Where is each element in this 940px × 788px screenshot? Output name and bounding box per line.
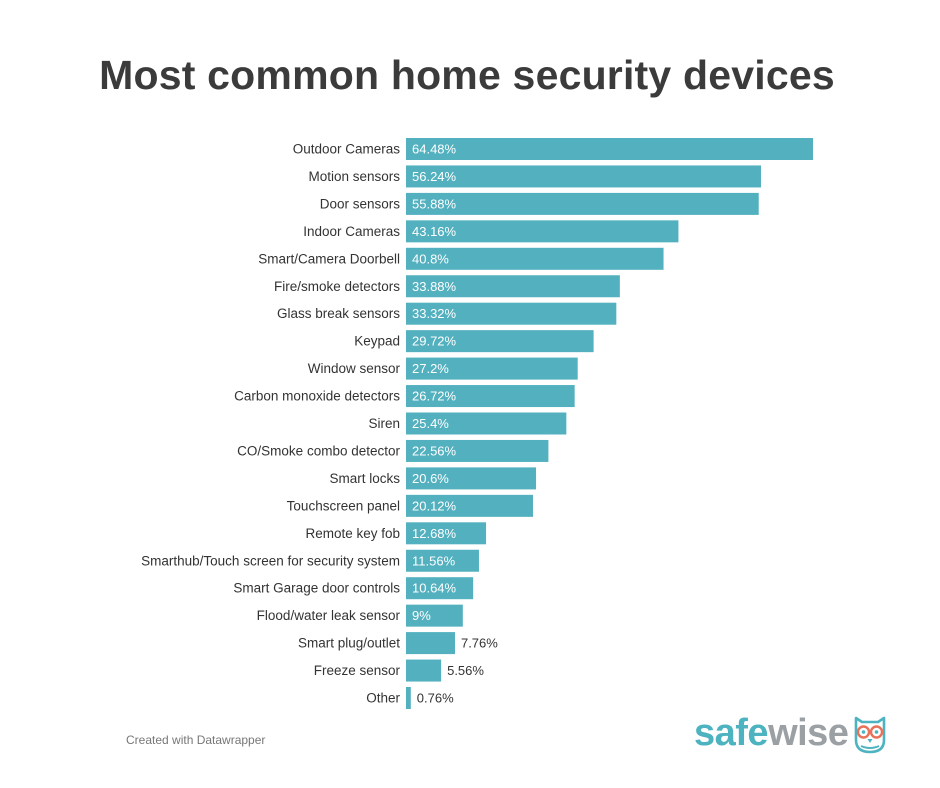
category-label: Carbon monoxide detectors	[234, 389, 400, 404]
category-label: Window sensor	[308, 361, 401, 376]
category-label: Flood/water leak sensor	[257, 608, 401, 623]
bar	[406, 687, 411, 709]
value-label: 29.72%	[412, 334, 457, 349]
bar	[406, 604, 463, 627]
bar	[406, 494, 533, 517]
value-label: 12.68%	[412, 526, 457, 541]
value-label: 64.48%	[412, 142, 457, 157]
bar	[406, 385, 575, 408]
bar	[406, 138, 813, 160]
value-label: 25.4%	[412, 416, 449, 431]
category-label: Door sensors	[320, 196, 401, 211]
logo-wise-text: wise	[768, 712, 849, 754]
category-label: Smarthub/Touch screen for security syste…	[141, 553, 400, 568]
category-label: Freeze sensor	[314, 663, 401, 678]
value-label: 27.2%	[412, 361, 449, 376]
category-label: Outdoor Cameras	[293, 142, 401, 157]
value-label: 7.76%	[461, 636, 498, 651]
logo-wordmark: safewise	[694, 708, 849, 758]
bar	[406, 439, 549, 462]
bar	[406, 247, 664, 270]
category-label: Siren	[368, 416, 400, 431]
category-label: Other	[366, 691, 400, 706]
bar	[406, 302, 617, 325]
value-label: 9%	[412, 608, 431, 623]
category-label: Smart locks	[329, 471, 400, 486]
bar	[406, 632, 455, 655]
bars-layer: Outdoor Cameras 64.48% Motion sensors 56.24…	[141, 138, 813, 709]
value-label: 11.56%	[412, 553, 456, 568]
category-label: Keypad	[354, 334, 400, 349]
safewise-logo: safewise	[694, 708, 888, 758]
value-label: 43.16%	[412, 224, 457, 239]
bar	[406, 522, 487, 545]
bar	[406, 192, 759, 215]
logo-safe-text: safe	[694, 712, 769, 754]
value-label: 33.88%	[412, 279, 457, 294]
category-label: Fire/smoke detectors	[274, 279, 400, 294]
chart-title: Most common home security devices	[99, 52, 835, 98]
bar	[406, 577, 474, 600]
bar	[406, 165, 761, 188]
value-label: 56.24%	[412, 169, 457, 184]
bar	[406, 330, 594, 353]
value-label: 22.56%	[412, 443, 457, 458]
bar	[406, 275, 620, 298]
bar	[406, 220, 679, 243]
owl-icon	[855, 716, 886, 754]
value-label: 10.64%	[412, 581, 457, 596]
bar	[406, 467, 537, 490]
value-label: 0.76%	[417, 691, 454, 706]
bar	[406, 357, 578, 380]
category-label: CO/Smoke combo detector	[237, 443, 400, 458]
value-label: 20.6%	[412, 471, 449, 486]
credit-text: Created with Datawrapper	[126, 733, 266, 747]
category-label: Smart plug/outlet	[298, 636, 400, 651]
category-label: Remote key fob	[305, 526, 400, 541]
category-label: Smart Garage door controls	[233, 581, 400, 596]
category-label: Motion sensors	[308, 169, 400, 184]
value-label: 55.88%	[412, 196, 457, 211]
value-label: 20.12%	[412, 498, 457, 513]
value-label: 26.72%	[412, 389, 457, 404]
bar	[406, 549, 479, 572]
value-label: 5.56%	[447, 663, 484, 678]
bar	[406, 412, 567, 435]
value-label: 33.32%	[412, 306, 457, 321]
value-label: 40.8%	[412, 251, 449, 266]
category-label: Glass break sensors	[277, 306, 400, 321]
bar	[406, 659, 442, 682]
category-label: Touchscreen panel	[287, 498, 400, 513]
category-label: Smart/Camera Doorbell	[258, 251, 400, 266]
category-label: Indoor Cameras	[303, 224, 400, 239]
